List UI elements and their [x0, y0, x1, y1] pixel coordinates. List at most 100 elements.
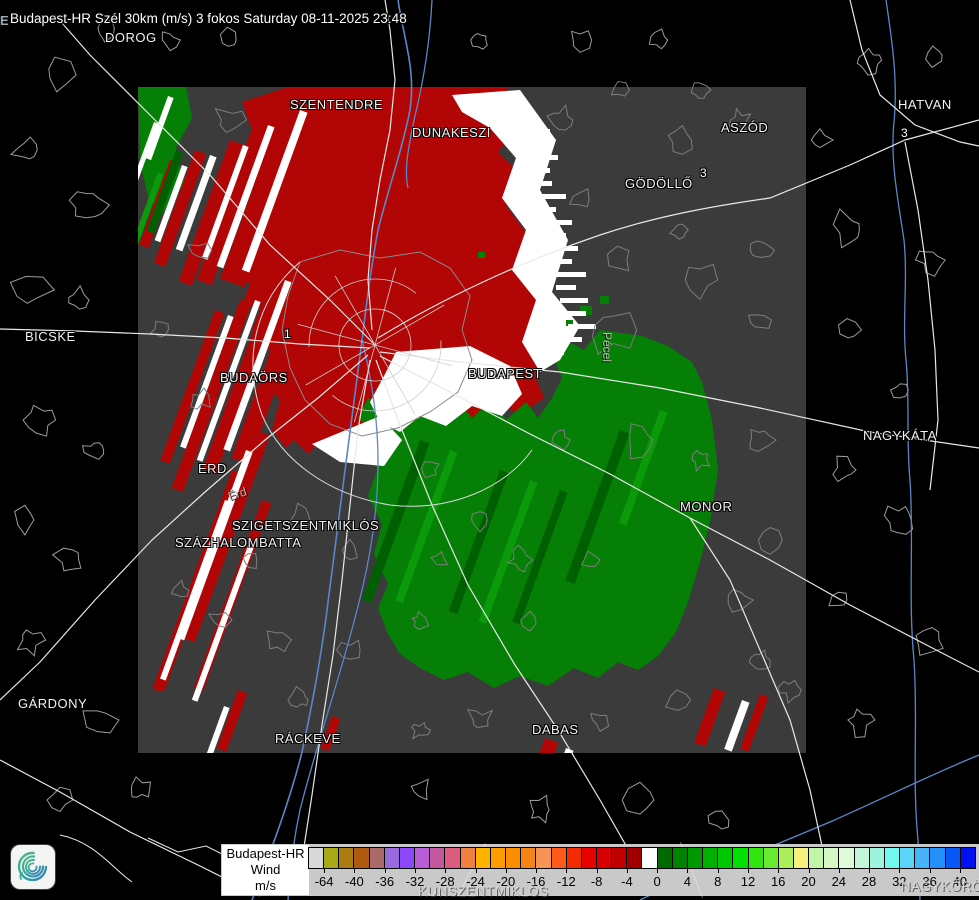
color-scale-cell — [733, 848, 749, 868]
settlement-outline — [832, 455, 857, 483]
rackeve-danube-branch — [287, 339, 379, 900]
tick-mark — [899, 869, 901, 873]
tick-label: -40 — [344, 874, 364, 889]
echo-sliver — [532, 181, 552, 186]
echo-streak — [196, 300, 261, 462]
ring-road-m0 — [252, 261, 533, 507]
tick-mark — [445, 869, 447, 873]
tick-label: 4 — [683, 874, 691, 889]
echo-streak — [153, 150, 207, 267]
echo-streak — [618, 410, 668, 526]
settlement-outline — [82, 710, 120, 734]
tick-mark — [384, 869, 386, 873]
settlement-outline — [411, 610, 430, 631]
echo-sliver — [526, 168, 550, 173]
color-scale-cell — [460, 848, 476, 868]
color-scale-cell — [581, 848, 597, 868]
settlement-outline — [149, 321, 169, 338]
echo-streak — [203, 290, 282, 474]
settlement-outline — [648, 28, 669, 50]
road-5-south — [375, 359, 641, 871]
color-scale-cell — [309, 848, 325, 868]
settlement-outline — [570, 30, 593, 53]
settlement-outline — [580, 550, 601, 567]
echo-streak — [216, 690, 248, 752]
echo-sliver — [548, 259, 572, 264]
settlement-outline — [610, 80, 630, 97]
road-1-west — [0, 328, 371, 349]
tick-mark — [566, 869, 568, 873]
road-nw — [54, 14, 376, 346]
settlement-outline — [883, 505, 914, 535]
echo-sliver — [546, 233, 566, 238]
settlement-outline — [529, 794, 550, 824]
settlement-outline — [747, 314, 772, 329]
tick-mark — [475, 869, 477, 873]
legend-source-box: Budapest-HR Wind m/s — [222, 845, 309, 895]
settlement-outline — [214, 107, 248, 133]
echo-streak — [361, 440, 430, 604]
tick-label: -4 — [621, 874, 633, 889]
echo-streak — [180, 315, 234, 449]
echo-streak — [231, 270, 317, 465]
color-scale-cell — [869, 848, 885, 868]
tick-mark — [687, 869, 689, 873]
color-scale-cell — [915, 848, 931, 868]
color-scale-cell — [596, 848, 613, 868]
echo-streak — [175, 155, 217, 252]
map-text: NAGYKŐRÖS — [901, 879, 979, 894]
tick-mark — [869, 869, 870, 873]
color-scale-cell — [718, 848, 734, 868]
color-scale-cell — [430, 848, 446, 868]
echo-sliver — [546, 350, 564, 355]
color-scale-cell — [703, 848, 719, 868]
settlement-outline — [467, 709, 494, 729]
tick-label: 36 — [922, 874, 937, 889]
color-scale-cell — [960, 848, 975, 868]
settlement-outline — [621, 781, 655, 815]
color-scale-cell — [339, 848, 355, 868]
settlement-outline — [190, 387, 211, 410]
color-scale-cell — [536, 848, 552, 868]
legend-source-name: Budapest-HR — [226, 846, 305, 861]
echo-streak — [694, 688, 726, 747]
echo-streak — [171, 300, 252, 493]
settlement-outline — [748, 649, 771, 670]
settlement-outline — [856, 47, 883, 76]
echo-sliver — [534, 207, 556, 212]
color-scale-cell — [748, 848, 764, 868]
settlement-outline — [411, 721, 432, 740]
settlement-outline — [336, 639, 361, 660]
road-east — [379, 351, 979, 449]
echo-streaks — [138, 95, 769, 753]
settlement-outline — [290, 502, 311, 532]
settlement-outline — [287, 685, 309, 708]
settlement-outlines — [9, 18, 946, 830]
map-text: KUNSZENTMIKLÓS — [418, 884, 549, 899]
road-bottom-left — [0, 759, 261, 897]
color-scale-cell — [354, 848, 370, 868]
tick-label: 16 — [770, 874, 786, 889]
echo-sliver — [554, 272, 586, 277]
tick-label: -16 — [526, 874, 546, 889]
echo-streak — [178, 140, 244, 286]
echo-sliver — [560, 298, 588, 303]
echo-streak — [740, 694, 769, 752]
settlement-outline — [925, 45, 943, 69]
echo-streak — [512, 489, 568, 625]
color-scale-cell — [551, 848, 567, 868]
settlement-outline — [837, 318, 863, 339]
settlement-outline — [729, 107, 752, 133]
road-7-sw — [0, 354, 369, 701]
echo-streak — [448, 469, 509, 615]
product-title: Budapest-HR Szél 30km (m/s) 3 fokos Satu… — [10, 11, 407, 26]
tick-mark — [596, 869, 598, 873]
settlement-outline — [207, 612, 233, 629]
budapest-radial-streets — [297, 267, 453, 423]
echo-streak — [724, 700, 750, 752]
settlement-outline — [749, 428, 778, 452]
settlement-outline — [506, 544, 534, 573]
echo-sliver — [558, 337, 582, 342]
color-scale-cell — [324, 848, 340, 868]
tick-label: 20 — [801, 874, 816, 889]
